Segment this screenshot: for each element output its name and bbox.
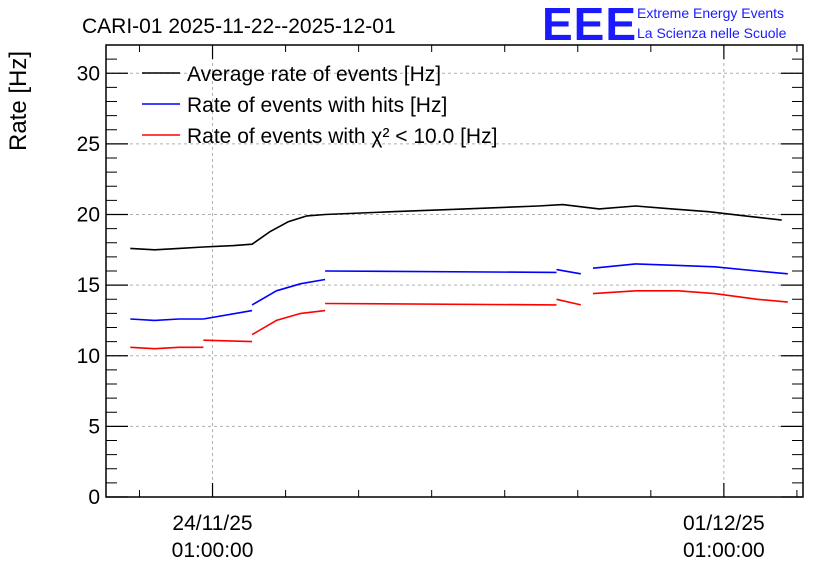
series-2-segment-2 [251, 309, 326, 336]
series-1-segment-2 [251, 278, 326, 306]
eee-logo-line1: Extreme Energy Events [637, 5, 784, 21]
series-2-segment-3 [325, 302, 557, 306]
y-axis-label: Rate [Hz] [5, 51, 32, 151]
series-2-segment-5 [592, 289, 788, 303]
series-2-segment-0 [130, 346, 204, 350]
series-1-segment-0 [130, 318, 204, 322]
series-1-segment-3 [325, 270, 557, 274]
axis-ticks [106, 44, 803, 498]
legend-label: Rate of events with χ² < 10.0 [Hz] [187, 125, 497, 148]
eee-logo-line2: La Scienza nelle Scuole [637, 25, 787, 41]
series-1-segment-4 [556, 268, 581, 275]
tick-labels: 0 5 10 15 20 25 30 24/11/25 01:00:00 01/12/25 01:0… [77, 62, 765, 562]
y-tick-label: 25 [77, 133, 100, 156]
eee-logo-mark: EEE [542, 0, 637, 50]
x-tick-time-label: 01:00:00 [683, 539, 765, 562]
x-tick-date-label: 01/12/25 [683, 512, 765, 535]
series-1-segment-5 [592, 263, 788, 275]
grid-lines [106, 45, 803, 497]
y-tick-label: 30 [77, 62, 100, 85]
y-tick-label: 10 [77, 345, 100, 368]
legend-label: Average rate of events [Hz] [187, 63, 441, 86]
series-2-segment-4 [556, 298, 581, 306]
y-tick-label: 0 [88, 486, 100, 509]
y-tick-label: 15 [77, 274, 100, 297]
y-tick-label: 5 [88, 415, 100, 438]
series-0-segment-0 [130, 203, 782, 251]
series-2-segment-1 [203, 339, 253, 343]
x-tick-date-label: 24/11/25 [172, 512, 252, 535]
series-layer [130, 203, 788, 350]
series-1-segment-1 [203, 309, 253, 320]
legend: Average rate of events [Hz] Rate of event… [142, 63, 497, 148]
eee-logo: EEE Extreme Energy Events La Scienza nel… [542, 0, 787, 50]
y-tick-label: 20 [77, 204, 100, 227]
legend-label: Rate of events with hits [Hz] [187, 94, 447, 117]
x-tick-time-label: 01:00:00 [172, 539, 254, 562]
chart-title: CARI-01 2025-11-22--2025-12-01 [82, 15, 396, 38]
